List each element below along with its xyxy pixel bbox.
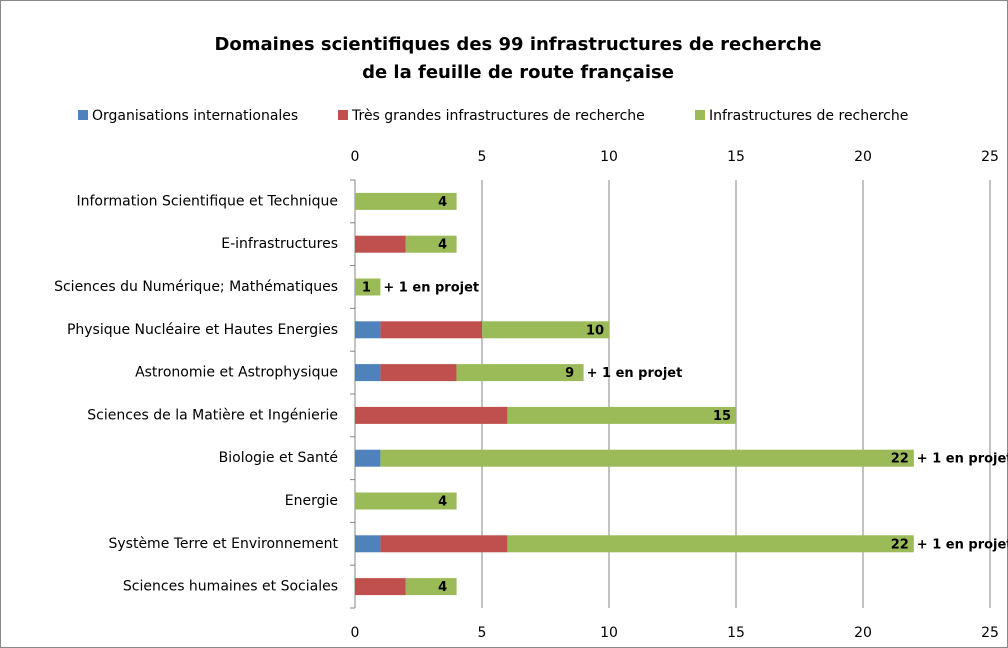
data-label: 10 — [586, 323, 604, 338]
x-tick-label: 15 — [727, 149, 745, 165]
legend-label: Très grandes infrastructures de recherch… — [351, 108, 645, 124]
x-tick-label: 20 — [854, 149, 872, 165]
x-tick-label: 0 — [351, 625, 360, 641]
bar-segment — [507, 406, 736, 424]
y-tick-label: Sciences de la Matière et Ingénierie — [87, 407, 338, 423]
y-tick-label: Sciences humaines et Sociales — [123, 579, 338, 595]
bar-segment — [355, 278, 381, 296]
annotation: + 1 en projet — [917, 452, 1008, 467]
x-tick-label: 25 — [981, 625, 999, 641]
data-label: 4 — [438, 238, 447, 253]
legend-swatch — [695, 110, 705, 120]
data-label: 9 — [565, 366, 574, 381]
chart-title: Domaines scientifiques des 99 infrastruc… — [214, 34, 821, 55]
legend-label: Organisations internationales — [92, 108, 298, 124]
annotation: + 1 en projet — [587, 366, 683, 381]
bar-segment — [355, 535, 381, 553]
legend-label: Infrastructures de recherche — [709, 108, 908, 124]
data-label: 22 — [891, 452, 909, 467]
bar-segment — [482, 321, 609, 339]
data-label: 1 — [362, 281, 371, 296]
bar-segment — [380, 321, 482, 339]
bar-segment — [355, 364, 381, 382]
bar-segment — [355, 449, 381, 467]
data-label: 4 — [438, 195, 447, 210]
y-tick-label: E-infrastructures — [221, 236, 338, 252]
x-tick-label: 0 — [351, 149, 360, 165]
bar-segment — [380, 535, 508, 553]
bar-segment — [380, 364, 457, 382]
bar-segment — [355, 578, 406, 596]
data-label: 15 — [713, 409, 731, 424]
y-tick-label: Energie — [285, 493, 338, 509]
y-tick-label: Information Scientifique et Technique — [76, 193, 338, 209]
x-tick-label: 15 — [727, 625, 745, 641]
bar-segment — [355, 492, 457, 510]
legend-swatch — [338, 110, 348, 120]
y-tick-label: Sciences du Numérique; Mathématiques — [54, 279, 338, 295]
bar-segment — [456, 364, 584, 382]
x-tick-label: 5 — [478, 625, 487, 641]
annotation: + 1 en projet — [383, 281, 479, 296]
legend-swatch — [78, 110, 88, 120]
annotation: + 1 en projet — [917, 537, 1008, 552]
data-label: 4 — [438, 580, 447, 595]
data-label: 22 — [891, 537, 909, 552]
bar-segment — [355, 235, 406, 253]
x-tick-label: 20 — [854, 625, 872, 641]
x-tick-label: 5 — [478, 149, 487, 165]
x-tick-label: 25 — [981, 149, 999, 165]
bar-segment — [405, 235, 457, 253]
bar-segment — [380, 449, 914, 467]
y-tick-label: Biologie et Santé — [219, 450, 338, 466]
y-tick-label: Physique Nucléaire et Hautes Energies — [67, 322, 338, 338]
bar-segment — [355, 321, 381, 339]
y-tick-label: Système Terre et Environnement — [108, 536, 338, 552]
y-tick-label: Astronomie et Astrophysique — [135, 365, 338, 381]
bar-segment — [355, 192, 457, 210]
data-label: 4 — [438, 495, 447, 510]
x-tick-label: 10 — [600, 149, 618, 165]
bar-segment — [355, 406, 508, 424]
x-tick-label: 10 — [600, 625, 618, 641]
bar-segment — [507, 535, 914, 553]
chart-title: de la feuille de route française — [362, 62, 674, 83]
bar-segment — [405, 578, 457, 596]
